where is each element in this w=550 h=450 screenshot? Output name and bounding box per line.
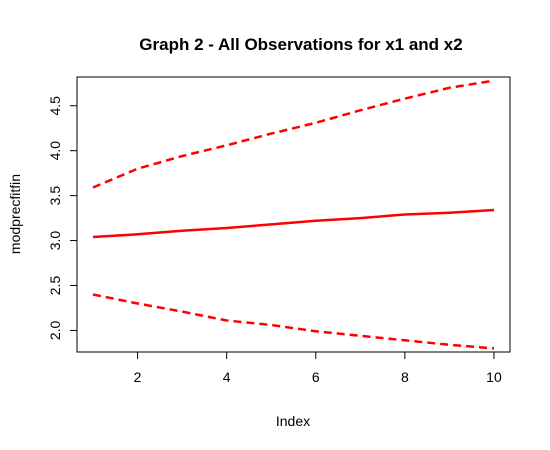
y-tick-label: 3.0 xyxy=(47,231,63,251)
y-axis-label: modprecfitfin xyxy=(7,174,23,254)
x-tick-label: 8 xyxy=(401,369,409,385)
fit-line xyxy=(92,208,495,239)
y-tick-label: 4.0 xyxy=(47,141,63,161)
lower-bound-line xyxy=(92,293,495,350)
y-tick-label: 4.5 xyxy=(47,96,63,116)
y-tick-label: 3.5 xyxy=(47,186,63,206)
y-axis: 2.0 2.5 3.0 3.5 4.0 4.5 xyxy=(47,96,78,340)
x-tick-label: 10 xyxy=(486,369,502,385)
x-axis-label: Index xyxy=(276,413,310,429)
plot-frame xyxy=(76,76,511,353)
x-tick-label: 4 xyxy=(223,369,231,385)
y-tick-label: 2.0 xyxy=(47,320,63,340)
chart-title: Graph 2 - All Observations for x1 and x2 xyxy=(139,35,462,54)
x-axis: 2 4 6 8 10 xyxy=(134,351,502,385)
x-tick-label: 6 xyxy=(312,369,320,385)
y-tick-label: 2.5 xyxy=(47,276,63,296)
x-tick-label: 2 xyxy=(134,369,142,385)
series-group xyxy=(92,79,495,350)
upper-bound-line xyxy=(92,79,495,189)
